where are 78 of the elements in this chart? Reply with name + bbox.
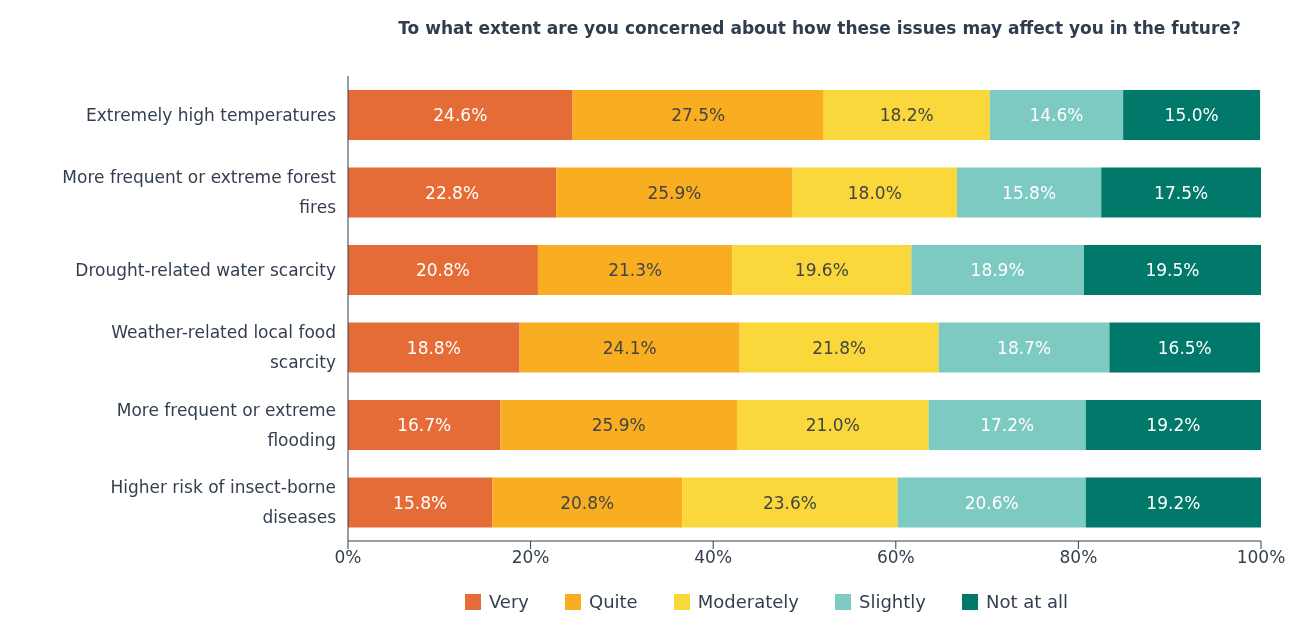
data-label: 21.8% (812, 337, 867, 358)
bar (739, 322, 939, 373)
data-label: 27.5% (671, 105, 726, 125)
data-label: 16.5% (1157, 337, 1212, 358)
x-tick-label: 40% (694, 547, 733, 568)
bar (732, 245, 912, 295)
data-label: 19.6% (794, 260, 849, 280)
legend-label: Quite (588, 591, 638, 612)
data-label: 15.8% (393, 492, 448, 513)
data-label: 17.2% (980, 415, 1035, 435)
data-label: 18.8% (406, 337, 461, 358)
data-label: 24.1% (602, 337, 657, 358)
x-tick-label: 20% (511, 547, 550, 568)
data-label: 15.0% (1164, 105, 1219, 125)
x-tick-label: 60% (876, 547, 915, 568)
data-label: 18.2% (879, 105, 934, 125)
data-label: 19.5% (1145, 260, 1200, 280)
data-label: 20.8% (415, 260, 470, 280)
bar (1085, 400, 1261, 450)
data-label: 21.3% (608, 260, 663, 280)
data-label: 16.7% (397, 415, 452, 435)
bar (823, 90, 990, 140)
data-label: 14.6% (1029, 105, 1084, 125)
bar (572, 90, 824, 140)
bar (956, 167, 1102, 218)
bar (911, 245, 1084, 295)
bar (928, 400, 1086, 450)
y-tick-label: Extremely high temperatures (86, 104, 337, 125)
data-label: 19.2% (1146, 492, 1201, 513)
legend-label: Moderately (696, 591, 799, 612)
data-label: 22.8% (425, 182, 480, 203)
bar (519, 322, 740, 373)
bar (1109, 322, 1261, 373)
bar (938, 322, 1110, 373)
y-tick-label: Weather-related local food scarcity (111, 322, 336, 373)
bar (736, 400, 929, 450)
bar (348, 167, 557, 218)
data-label: 23.6% (762, 492, 817, 513)
y-tick-label: Higher risk of insect-borne diseases (110, 477, 337, 528)
bar (537, 245, 733, 295)
bar (897, 477, 1086, 528)
y-tick-label: More frequent or extreme forest fires (62, 167, 337, 218)
data-label: 25.9% (647, 182, 702, 203)
data-label: 21.0% (805, 415, 860, 435)
data-label: 24.6% (433, 105, 488, 125)
data-label: 20.8% (560, 492, 615, 513)
data-label: 17.5% (1154, 182, 1209, 203)
bar (1083, 245, 1261, 295)
legend-label: Very (487, 591, 529, 612)
data-label: 15.8% (1002, 182, 1057, 203)
bar (556, 167, 793, 218)
data-label: 18.9% (970, 260, 1025, 280)
bar (492, 477, 683, 528)
bar (500, 400, 737, 450)
data-label: 18.0% (847, 182, 902, 203)
bar (1085, 477, 1261, 528)
bar (348, 90, 573, 140)
bar (792, 167, 957, 218)
bar (348, 245, 538, 295)
y-tick-label: More frequent or extreme flooding (116, 399, 336, 450)
bar (1123, 90, 1261, 140)
x-tick-label: 100% (1236, 547, 1286, 568)
bar (348, 477, 493, 528)
data-label: 19.2% (1146, 415, 1201, 435)
bar (348, 400, 501, 450)
data-label: 25.9% (591, 415, 646, 435)
x-tick-label: 0% (334, 547, 362, 568)
x-tick-label: 80% (1059, 547, 1098, 568)
bar (1101, 167, 1261, 218)
bar (682, 477, 898, 528)
bar (348, 322, 520, 373)
chart-title: To what extent are you concerned about how these issues may affect you in the future? (397, 17, 1242, 40)
y-tick-label: Drought-related water scarcity (75, 259, 336, 280)
data-label: 20.6% (964, 492, 1019, 513)
data-label: 18.7% (997, 337, 1052, 358)
legend-label: Slightly (857, 591, 926, 612)
legend-label: Not at all (984, 591, 1069, 612)
bar (989, 90, 1124, 140)
